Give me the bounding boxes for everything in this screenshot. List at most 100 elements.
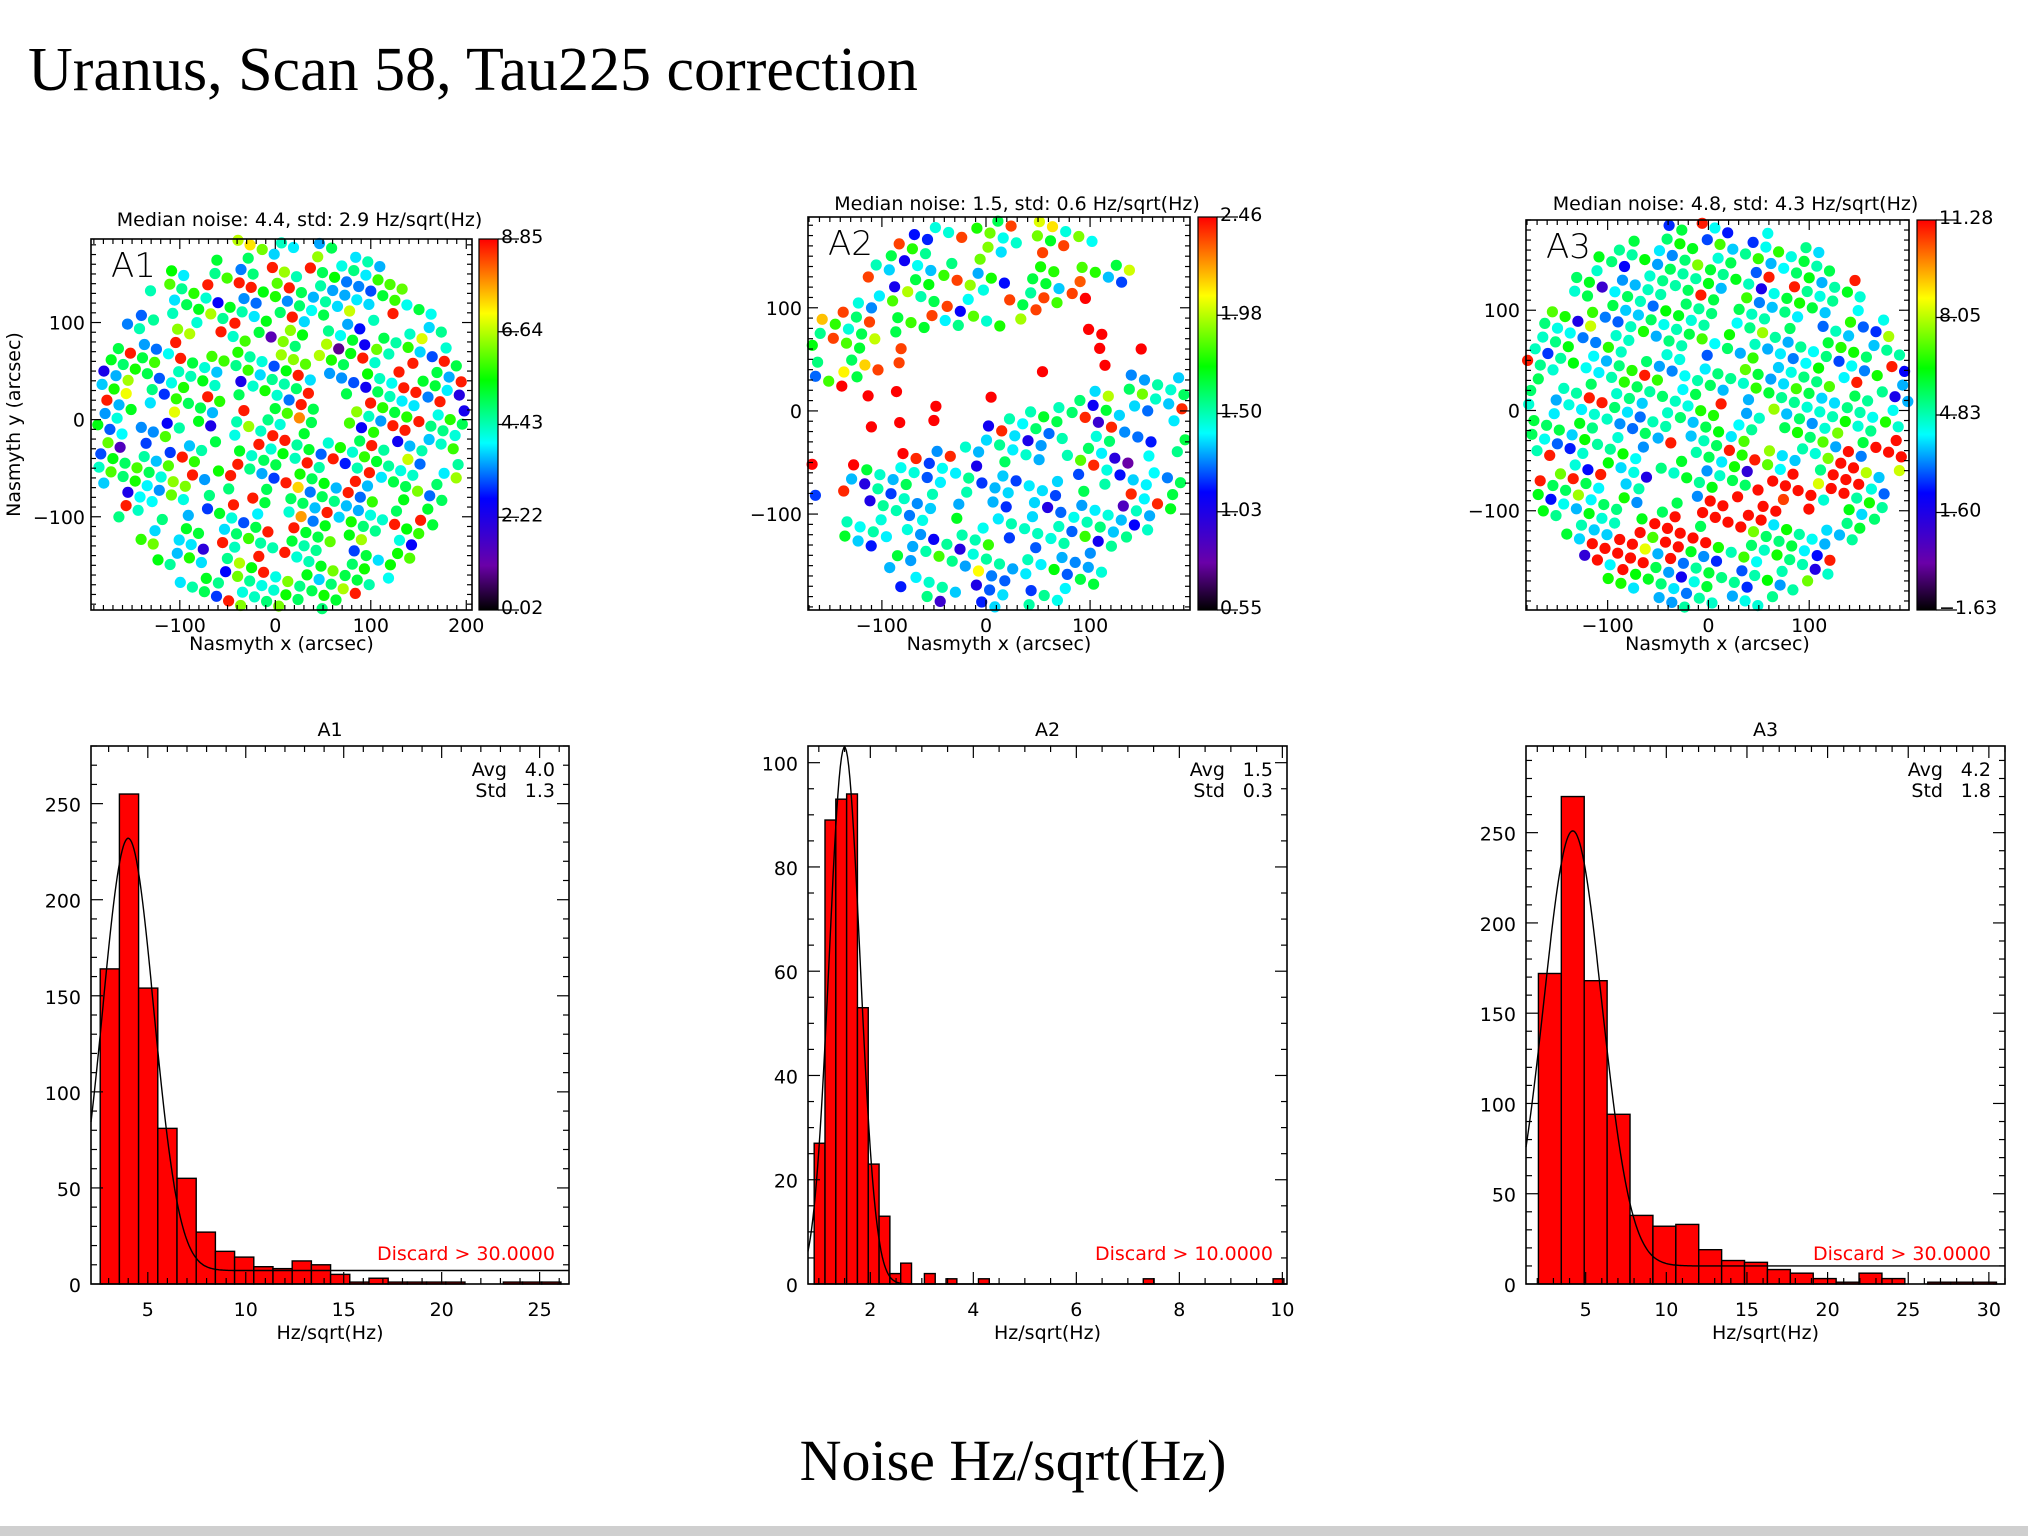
detector-dot — [313, 573, 325, 586]
detector-dot — [436, 494, 448, 506]
y-tick-label: 250 — [1480, 824, 1516, 846]
detector-dot — [214, 395, 226, 407]
detector-dot — [1687, 243, 1699, 255]
detector-dot — [159, 431, 171, 443]
detector-dot — [155, 471, 167, 483]
detector-dot — [959, 560, 971, 572]
detector-dot — [1655, 288, 1667, 301]
detector-dot — [225, 470, 237, 482]
detector-dot — [1027, 273, 1039, 285]
detector-dot — [936, 462, 949, 474]
x-tick-label: 25 — [528, 1299, 552, 1321]
detector-dot — [313, 461, 325, 474]
detector-dot — [865, 540, 877, 552]
detector-dot — [121, 318, 134, 330]
detector-dot — [1031, 230, 1043, 242]
detector-dot — [972, 565, 985, 577]
detector-dot — [1103, 435, 1116, 447]
detector-dot — [424, 490, 436, 502]
detector-dot — [196, 444, 208, 457]
detector-dot — [1656, 506, 1668, 518]
detector-dot — [870, 259, 882, 271]
detector-dot — [1779, 306, 1791, 318]
detector-dot — [1637, 325, 1650, 338]
detector-dot — [1852, 420, 1864, 432]
detector-dot — [274, 306, 286, 319]
detector-dot — [1841, 517, 1853, 530]
detector-dot — [1074, 573, 1086, 585]
detector-dot — [890, 505, 902, 517]
detector-dot — [1892, 421, 1904, 433]
detector-dot — [247, 380, 259, 392]
detector-dot — [1762, 343, 1774, 355]
discard-threshold-label: Discard > 30.0000 — [377, 1243, 555, 1265]
x-axis-label: Hz/sqrt(Hz) — [1712, 1322, 1819, 1344]
colorbar-gradient — [478, 238, 499, 611]
detector-dot — [872, 483, 884, 495]
detector-dot — [1645, 314, 1657, 326]
detector-dot — [327, 284, 339, 297]
detector-dot — [1674, 527, 1686, 539]
detector-dot — [929, 222, 942, 234]
y-tick-label: 20 — [774, 1171, 798, 1193]
detector-dot — [998, 277, 1011, 289]
detector-dot — [1675, 571, 1687, 583]
avg-label: Avg — [1190, 759, 1225, 781]
detector-dot — [992, 513, 1004, 525]
detector-dot — [288, 522, 300, 534]
detector-dot — [1650, 561, 1662, 574]
detector-dot — [924, 502, 937, 515]
detector-dot — [1693, 476, 1705, 489]
x-tick-label: 10 — [234, 1299, 258, 1321]
detector-dot — [1051, 297, 1063, 309]
detector-dot — [1835, 341, 1847, 354]
detector-dot — [415, 514, 427, 526]
detector-dot — [132, 504, 144, 516]
colorbar-tick-label: 2.46 — [1220, 204, 1262, 226]
detector-dot — [248, 310, 260, 323]
detector-dot — [197, 543, 209, 555]
detector-dot — [117, 470, 129, 483]
detector-dot — [898, 493, 910, 505]
detector-dot — [1094, 521, 1106, 533]
detector-dot — [1723, 329, 1736, 341]
detector-dot — [1151, 498, 1164, 510]
histogram-bar — [118, 793, 140, 1285]
detector-dot — [1015, 313, 1027, 325]
histogram-bar — [1675, 1223, 1700, 1285]
detector-dot — [1844, 316, 1857, 328]
detector-dot — [1792, 485, 1804, 497]
detector-dot — [1560, 484, 1572, 496]
detector-dot — [1665, 552, 1677, 565]
detector-dot — [1693, 592, 1705, 604]
detector-dot — [1554, 468, 1567, 480]
detector-dot — [1048, 266, 1060, 278]
detector-dot — [113, 511, 125, 523]
detector-dot — [854, 342, 866, 354]
y-tick-label: −100 — [750, 504, 802, 526]
detector-dot — [1623, 334, 1635, 346]
detector-dot — [107, 453, 119, 465]
detector-dot — [303, 444, 315, 456]
detector-dot — [1660, 305, 1672, 317]
detector-dot — [456, 418, 468, 430]
detector-dot — [1733, 419, 1745, 431]
detector-dot — [982, 420, 995, 432]
detector-dot — [1049, 490, 1062, 502]
detector-dot — [1871, 370, 1883, 382]
detector-dot — [1089, 504, 1101, 516]
detector-dot — [1593, 367, 1605, 379]
detector-dot — [223, 483, 235, 495]
detector-dot — [217, 312, 229, 325]
detector-dot — [1035, 559, 1047, 571]
detector-dot — [1734, 347, 1746, 359]
x-tick-label: −100 — [1582, 615, 1634, 637]
histogram-bar — [1629, 1214, 1654, 1285]
detector-dot — [956, 231, 968, 243]
detector-dot — [333, 343, 345, 355]
detector-dot — [1629, 279, 1641, 291]
detector-dot — [182, 509, 194, 521]
detector-dot — [1714, 238, 1726, 250]
y-tick-label: 200 — [1480, 914, 1516, 936]
detector-dot — [1566, 429, 1578, 441]
